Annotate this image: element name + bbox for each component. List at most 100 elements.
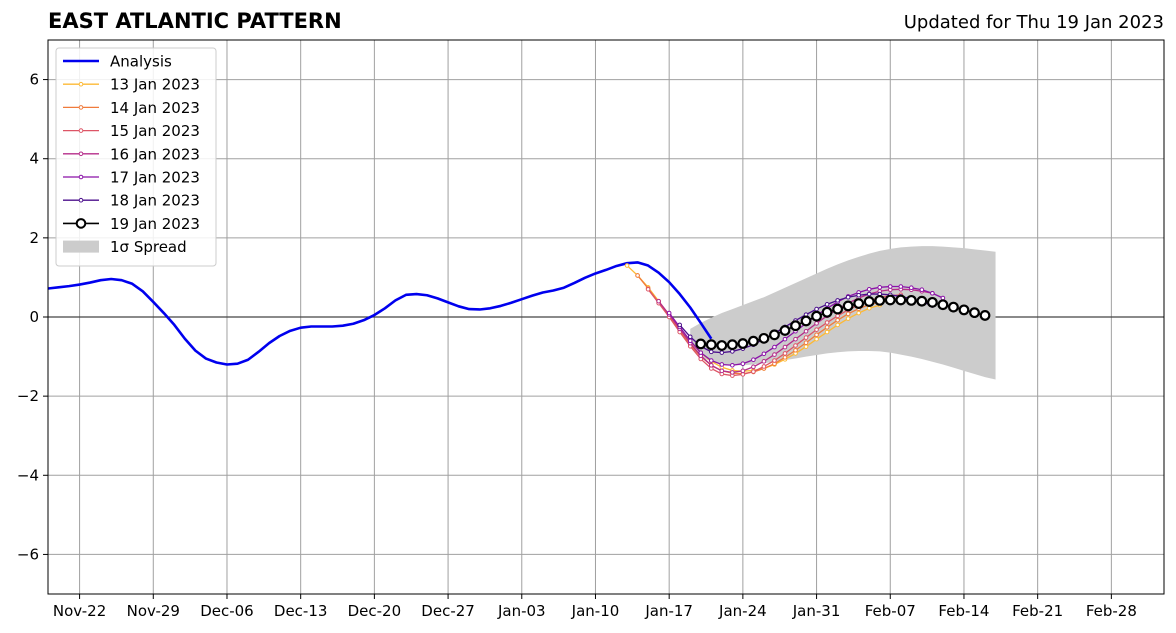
forecast-point xyxy=(740,361,746,366)
forecast-point xyxy=(769,329,780,341)
forecast-point xyxy=(782,351,788,356)
forecast-point xyxy=(751,364,756,370)
legend-label: 19 Jan 2023 xyxy=(110,215,200,233)
forecast-point xyxy=(740,372,746,377)
forecast-point xyxy=(969,307,980,319)
forecast-point xyxy=(845,294,851,300)
forecast-point xyxy=(751,357,756,363)
forecast-point xyxy=(782,336,788,342)
forecast-point xyxy=(814,327,819,332)
forecast-point xyxy=(687,334,693,340)
forecast-point xyxy=(677,322,682,328)
y-tick-label: −2 xyxy=(17,387,39,405)
legend-box xyxy=(55,47,217,267)
forecast-point xyxy=(803,340,809,346)
forecast-point xyxy=(772,352,777,357)
legend-label: 13 Jan 2023 xyxy=(110,76,200,94)
forecast-point xyxy=(726,339,738,351)
legend-label: 14 Jan 2023 xyxy=(110,99,200,117)
analysis-line xyxy=(48,261,713,366)
legend-label: 17 Jan 2023 xyxy=(110,169,200,187)
forecast-point xyxy=(772,344,777,350)
forecast-point xyxy=(719,368,725,374)
legend-marker xyxy=(78,151,84,157)
legend-label: 16 Jan 2023 xyxy=(110,145,200,163)
y-tick-label: −6 xyxy=(17,545,39,563)
y-tick-label: 0 xyxy=(29,308,39,326)
x-tick-label: Feb-21 xyxy=(1012,602,1063,620)
forecast-point xyxy=(747,335,759,347)
forecast-point xyxy=(800,315,812,327)
forecast-point xyxy=(845,316,851,321)
forecast-point xyxy=(866,291,872,297)
x-tick-label: Jan-03 xyxy=(497,602,546,620)
forecast-point xyxy=(824,324,830,330)
x-tick-label: Feb-14 xyxy=(938,602,989,620)
forecast-point xyxy=(793,336,798,342)
x-tick-label: Jan-17 xyxy=(644,602,693,620)
forecast-point xyxy=(708,362,714,368)
forecast-point xyxy=(909,285,914,291)
forecast-point xyxy=(708,358,714,363)
legend-marker xyxy=(78,128,84,133)
forecast-point xyxy=(708,349,714,355)
forecast-series xyxy=(695,294,991,351)
y-tick-label: −4 xyxy=(17,466,39,484)
forecast-point xyxy=(958,304,970,316)
y-tick-label: 4 xyxy=(29,150,39,168)
forecast-point xyxy=(835,322,840,328)
x-tick-label: Feb-07 xyxy=(865,602,916,620)
forecast-point xyxy=(919,287,925,292)
forecast-point xyxy=(803,335,809,340)
forecast-point xyxy=(772,358,777,363)
forecast-point xyxy=(761,351,767,357)
forecast-point xyxy=(782,344,788,350)
legend-item: 18 Jan 2023 xyxy=(63,192,200,210)
legend-label: Analysis xyxy=(110,53,172,71)
legend-marker xyxy=(78,81,84,87)
forecast-point xyxy=(866,287,872,292)
forecast-point xyxy=(761,359,767,364)
forecast-point xyxy=(940,295,946,301)
forecast-point xyxy=(824,320,830,325)
forecast-point xyxy=(926,296,938,308)
x-tick-label: Dec-20 xyxy=(348,602,402,620)
forecast-point xyxy=(779,325,791,336)
forecast-point xyxy=(895,294,907,306)
forecast-point xyxy=(758,332,770,344)
forecast-point xyxy=(835,313,840,319)
chart-title: EAST ATLANTIC PATTERN xyxy=(48,9,342,33)
legend-item: Analysis xyxy=(63,53,172,71)
forecast-point xyxy=(730,349,735,354)
forecast-point xyxy=(937,299,949,311)
forecast-point xyxy=(814,336,819,342)
x-tick-label: Jan-10 xyxy=(571,602,620,620)
forecast-point xyxy=(782,355,788,360)
legend-item: 14 Jan 2023 xyxy=(63,99,200,117)
forecast-point xyxy=(719,350,725,355)
legend-label: 18 Jan 2023 xyxy=(110,192,200,210)
updated-date: Updated for Thu 19 Jan 2023 xyxy=(903,12,1164,33)
forecast-point xyxy=(856,292,861,298)
x-tick-label: Nov-29 xyxy=(127,602,180,620)
legend-label: 1σ Spread xyxy=(110,238,187,256)
legend-label: 15 Jan 2023 xyxy=(110,122,200,140)
forecast-point xyxy=(737,338,749,349)
legend-item: 16 Jan 2023 xyxy=(63,145,200,163)
y-tick-label: 6 xyxy=(29,71,39,89)
forecast-point xyxy=(666,310,672,316)
legend-marker xyxy=(78,105,84,110)
x-tick-label: Dec-27 xyxy=(421,602,475,620)
forecast-point xyxy=(905,294,917,306)
forecast-point xyxy=(793,347,798,353)
legend-item: 13 Jan 2023 xyxy=(63,76,200,94)
x-tick-label: Jan-24 xyxy=(718,602,767,620)
forecast-point xyxy=(835,298,840,303)
x-tick-label: Jan-31 xyxy=(792,602,841,620)
forecast-point xyxy=(866,305,872,311)
forecast-point xyxy=(948,301,959,313)
forecast-point xyxy=(856,310,861,316)
forecast-point xyxy=(853,298,865,309)
forecast-point xyxy=(803,328,809,334)
